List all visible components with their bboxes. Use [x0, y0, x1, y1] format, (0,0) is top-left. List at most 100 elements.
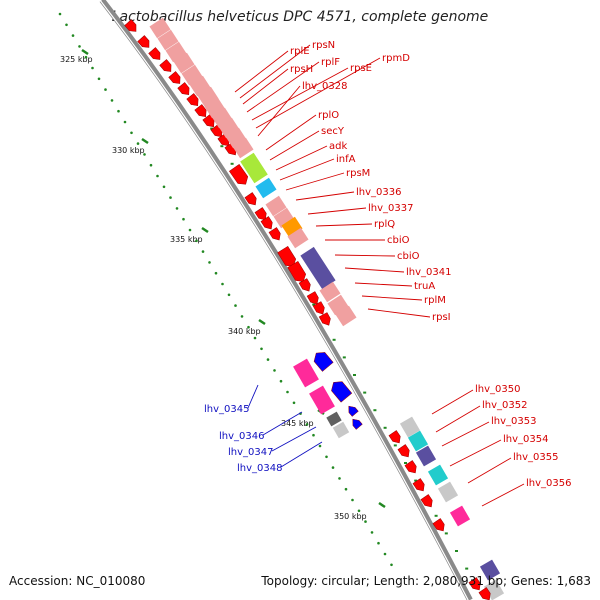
gene-feature-arrow[interactable]	[468, 577, 483, 593]
gene-label[interactable]: truA	[414, 281, 435, 292]
cog-band-segment[interactable]	[326, 411, 342, 427]
gene-feature-arrow[interactable]	[404, 460, 419, 476]
gene-label[interactable]: lhv_0350	[475, 384, 520, 395]
gene-feature-arrow[interactable]	[432, 518, 447, 534]
gene-label[interactable]: lhv_0336	[356, 187, 401, 198]
gene-feature-arrow[interactable]	[254, 207, 269, 223]
gene-label[interactable]: rplQ	[374, 219, 395, 230]
label-leader-line	[315, 223, 373, 227]
cog-band-segment[interactable]	[449, 505, 471, 527]
cog-band-segment[interactable]	[255, 177, 277, 199]
gene-label[interactable]: cbiO	[397, 251, 420, 262]
cog-band-segment[interactable]	[189, 75, 211, 97]
gene-label[interactable]: lhv_0341	[406, 267, 451, 278]
cog-band-segment[interactable]	[300, 246, 336, 290]
gene-feature-arrow[interactable]	[124, 19, 140, 35]
cog-band-segment[interactable]	[149, 17, 171, 39]
gene-feature-arrow[interactable]	[159, 59, 175, 75]
gene-feature-arrow[interactable]	[420, 494, 435, 510]
gene-feature-arrow[interactable]	[298, 278, 313, 294]
gene-label[interactable]: infA	[336, 154, 356, 165]
gene-feature-arrow[interactable]	[312, 301, 327, 317]
cog-band-segment[interactable]	[204, 97, 226, 119]
gene-label[interactable]: rplE	[290, 46, 310, 57]
gene-feature-arrow[interactable]	[318, 312, 333, 328]
gene-label[interactable]: rpsH	[290, 64, 313, 75]
cog-band-segment[interactable]	[399, 416, 421, 438]
cog-band-segment[interactable]	[309, 385, 335, 415]
cog-band-segment[interactable]	[211, 107, 233, 129]
gene-label[interactable]: rplM	[424, 295, 446, 306]
cog-band-segment[interactable]	[415, 445, 437, 467]
minor-tick	[234, 304, 237, 307]
gene-feature-arrow[interactable]	[328, 378, 353, 403]
gene-feature-arrow[interactable]	[412, 478, 427, 494]
gene-label[interactable]: lhv_0345	[204, 404, 249, 415]
gene-feature-arrow[interactable]	[244, 192, 259, 208]
minor-tick	[455, 550, 458, 552]
minor-tick	[97, 77, 101, 81]
gene-feature-arrow[interactable]	[168, 71, 184, 87]
cog-band-segment[interactable]	[437, 481, 459, 503]
gene-feature-arrow[interactable]	[311, 349, 334, 372]
gene-label[interactable]: lhv_0337	[368, 203, 413, 214]
gene-label[interactable]: lhv_0356	[526, 478, 571, 489]
gene-label[interactable]: rplF	[321, 57, 340, 68]
gene-label[interactable]: rpsM	[346, 168, 370, 179]
cog-band-segment[interactable]	[479, 559, 501, 581]
gene-label[interactable]: lhv_0353	[491, 416, 536, 427]
kbp-tick-mark	[258, 318, 266, 326]
cog-band-segment[interactable]	[327, 294, 349, 316]
gene-feature-arrow[interactable]	[260, 216, 275, 232]
gene-feature-arrow[interactable]	[137, 35, 153, 51]
cog-band-segment[interactable]	[173, 52, 195, 74]
gene-label[interactable]: lhv_0346	[219, 431, 264, 442]
cog-band-segment[interactable]	[240, 152, 268, 184]
cog-band-segment[interactable]	[232, 137, 254, 159]
cog-band-segment[interactable]	[181, 64, 203, 86]
cog-band-segment[interactable]	[225, 127, 247, 149]
gene-label[interactable]: lhv_0354	[503, 434, 548, 445]
cog-band-segment[interactable]	[157, 29, 179, 51]
gene-feature-arrow[interactable]	[388, 430, 403, 446]
gene-label[interactable]: rpsN	[312, 40, 335, 51]
gene-label[interactable]: rpmD	[382, 53, 410, 64]
gene-label[interactable]: rplO	[318, 110, 339, 121]
gene-feature-arrow[interactable]	[287, 260, 309, 284]
gene-label[interactable]: rpsI	[432, 312, 451, 323]
label-leader-line	[262, 411, 303, 436]
cog-band-segment[interactable]	[197, 86, 219, 108]
gene-label[interactable]: lhv_0348	[237, 463, 282, 474]
cog-band-segment[interactable]	[165, 41, 187, 63]
gene-label[interactable]: lhv_0352	[482, 400, 527, 411]
gene-label[interactable]: cbiO	[387, 235, 410, 246]
gene-feature-arrow[interactable]	[397, 444, 412, 460]
gene-label[interactable]: lhv_0328	[302, 81, 347, 92]
gene-feature-arrow[interactable]	[346, 404, 359, 417]
cog-band-segment[interactable]	[407, 430, 429, 452]
cog-band-segment[interactable]	[273, 207, 295, 229]
gene-feature-arrow[interactable]	[350, 417, 363, 430]
gene-feature-arrow[interactable]	[306, 291, 321, 307]
gene-feature-arrow[interactable]	[268, 227, 283, 243]
cog-band-segment[interactable]	[427, 464, 449, 486]
gene-label[interactable]: lhv_0355	[513, 452, 558, 463]
gene-feature-arrow[interactable]	[177, 82, 193, 98]
gene-feature-arrow[interactable]	[478, 587, 493, 600]
cog-band-segment[interactable]	[319, 281, 341, 303]
gene-feature-arrow[interactable]	[186, 93, 202, 109]
cog-band-segment[interactable]	[218, 117, 240, 139]
gene-label[interactable]: adk	[329, 141, 347, 152]
cog-band-segment[interactable]	[287, 227, 309, 249]
cog-band-segment[interactable]	[332, 421, 350, 439]
gene-feature-arrow[interactable]	[148, 47, 164, 63]
cog-band-segment[interactable]	[293, 358, 319, 388]
gene-feature-arrow[interactable]	[194, 104, 209, 120]
gene-label[interactable]: secY	[321, 126, 345, 137]
cog-band-segment[interactable]	[335, 305, 357, 327]
cog-band-segment[interactable]	[281, 216, 303, 238]
cog-band-segment[interactable]	[265, 195, 287, 217]
gene-label[interactable]: lhv_0347	[228, 447, 273, 458]
gene-feature-arrow[interactable]	[229, 164, 250, 187]
gene-feature-arrow[interactable]	[277, 245, 299, 269]
